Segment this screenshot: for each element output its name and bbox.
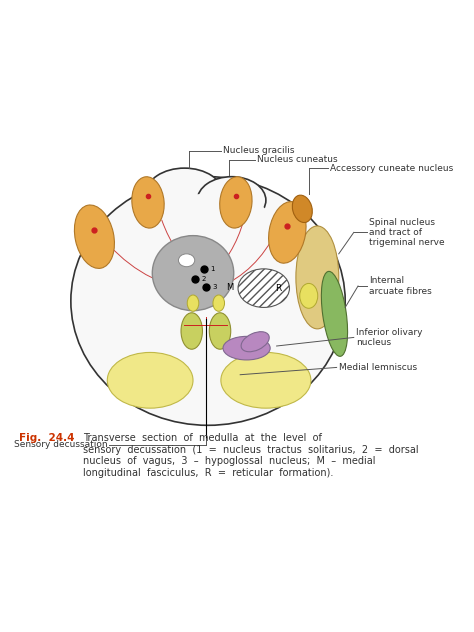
Text: 3: 3 — [212, 284, 217, 290]
Ellipse shape — [210, 313, 231, 349]
Ellipse shape — [148, 194, 268, 237]
Ellipse shape — [220, 177, 252, 228]
Ellipse shape — [223, 336, 270, 360]
Ellipse shape — [146, 168, 223, 219]
Ellipse shape — [187, 295, 199, 312]
Text: Internal
arcuate fibres: Internal arcuate fibres — [369, 276, 431, 296]
Text: Accessory cuneate nucleus: Accessory cuneate nucleus — [330, 164, 454, 173]
Ellipse shape — [296, 226, 339, 329]
Ellipse shape — [71, 177, 345, 425]
Ellipse shape — [221, 353, 311, 408]
Text: Nucleus gracilis: Nucleus gracilis — [223, 147, 294, 155]
Text: Spinal nucleus
and tract of
trigeminal nerve: Spinal nucleus and tract of trigeminal n… — [369, 217, 445, 247]
Text: Sensory decussation: Sensory decussation — [14, 440, 107, 449]
Text: 2: 2 — [201, 276, 206, 282]
Ellipse shape — [241, 332, 269, 352]
Ellipse shape — [300, 283, 318, 308]
Ellipse shape — [152, 236, 234, 311]
Text: M: M — [226, 283, 233, 292]
Text: 1: 1 — [210, 266, 215, 272]
Ellipse shape — [181, 313, 202, 349]
Ellipse shape — [238, 269, 290, 307]
Ellipse shape — [132, 177, 164, 228]
Text: Fig.  24.4: Fig. 24.4 — [19, 433, 74, 443]
Ellipse shape — [74, 205, 114, 269]
Text: Transverse  section  of  medulla  at  the  level  of
sensory  decussation  (1  =: Transverse section of medulla at the lev… — [83, 433, 419, 478]
Ellipse shape — [321, 271, 347, 356]
Text: Nucleus cuneatus: Nucleus cuneatus — [257, 155, 338, 164]
Ellipse shape — [107, 353, 193, 408]
Ellipse shape — [292, 195, 312, 222]
Ellipse shape — [178, 254, 195, 267]
Ellipse shape — [213, 295, 225, 312]
Text: Medial lemniscus: Medial lemniscus — [339, 363, 417, 372]
Ellipse shape — [269, 202, 306, 263]
Ellipse shape — [197, 177, 266, 224]
Text: Inferior olivary
nucleus: Inferior olivary nucleus — [356, 328, 422, 347]
Text: R: R — [275, 284, 282, 293]
